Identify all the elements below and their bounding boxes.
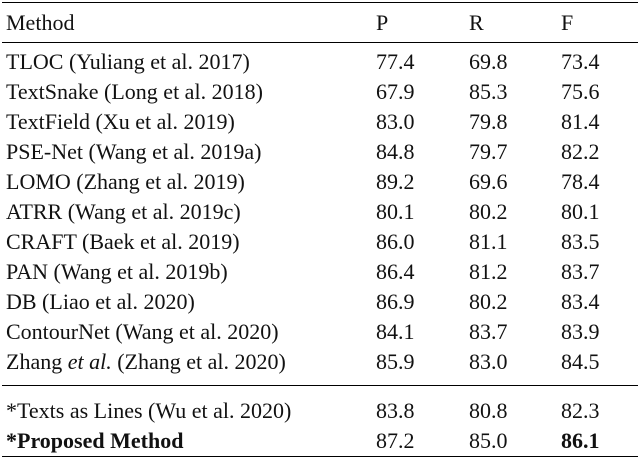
cell: 84.1 bbox=[376, 319, 415, 344]
cell: PAN (Wang et al. 2019b) bbox=[6, 259, 228, 284]
cell: 89.2 bbox=[376, 169, 415, 194]
cell: 83.0 bbox=[469, 349, 508, 374]
cell: *Texts as Lines (Wu et al. 2020) bbox=[6, 398, 292, 423]
cell: 85.9 bbox=[376, 349, 415, 374]
row: Zhang et al. (Zhang et al. 2020) 85.9 83.0… bbox=[2, 347, 638, 386]
cell: 80.1 bbox=[376, 199, 415, 224]
cell: 80.2 bbox=[469, 199, 508, 224]
cell: 83.4 bbox=[561, 289, 600, 314]
table-body: TLOC (Yuliang et al. 2017) 77.4 69.8 73.4 Te… bbox=[2, 43, 638, 386]
cell: 78.4 bbox=[561, 169, 600, 194]
cell: 69.8 bbox=[469, 49, 508, 74]
cell: 73.4 bbox=[561, 49, 600, 74]
cell: 85.3 bbox=[469, 79, 508, 104]
cell: 86.1 bbox=[561, 428, 600, 453]
cell: 83.9 bbox=[561, 319, 600, 344]
cell: TLOC (Yuliang et al. 2017) bbox=[6, 49, 250, 74]
cell: 69.6 bbox=[469, 169, 508, 194]
cell: 83.0 bbox=[376, 109, 415, 134]
cell: DB (Liao et al. 2020) bbox=[6, 289, 195, 314]
cell: 80.8 bbox=[469, 398, 508, 423]
cell: 77.4 bbox=[376, 49, 415, 74]
cell: 86.0 bbox=[376, 229, 415, 254]
cell: 75.6 bbox=[561, 79, 600, 104]
row: PAN (Wang et al. 2019b) 86.4 81.2 83.7 bbox=[2, 257, 638, 287]
cell: 85.0 bbox=[469, 428, 508, 453]
cell-part: (Zhang et al. 2020) bbox=[111, 349, 286, 374]
cell: 82.2 bbox=[561, 139, 600, 164]
cell-part: et al. bbox=[67, 349, 112, 374]
cell: 86.9 bbox=[376, 289, 415, 314]
header-row: Method P R F bbox=[2, 2, 638, 43]
row: *Proposed Method 87.2 85.0 86.1 bbox=[2, 426, 638, 457]
cell: TextField (Xu et al. 2019) bbox=[6, 109, 235, 134]
header-cell: R bbox=[469, 10, 484, 35]
header-cell: Method bbox=[6, 10, 75, 35]
row: TextField (Xu et al. 2019) 83.0 79.8 81.4 bbox=[2, 107, 638, 137]
cell: TextSnake (Long et al. 2018) bbox=[6, 79, 263, 104]
row: TLOC (Yuliang et al. 2017) 77.4 69.8 73.4 bbox=[2, 43, 638, 78]
cell: 79.7 bbox=[469, 139, 508, 164]
cell: 81.2 bbox=[469, 259, 508, 284]
row: TextSnake (Long et al. 2018) 67.9 85.3 75.6 bbox=[2, 77, 638, 107]
cell: 82.3 bbox=[561, 398, 600, 423]
cell: 80.1 bbox=[561, 199, 600, 224]
cell: 83.8 bbox=[376, 398, 415, 423]
cell: 67.9 bbox=[376, 79, 415, 104]
cell: 80.2 bbox=[469, 289, 508, 314]
row: CRAFT (Baek et al. 2019) 86.0 81.1 83.5 bbox=[2, 227, 638, 257]
cell: 83.7 bbox=[561, 259, 600, 284]
cell: 81.1 bbox=[469, 229, 508, 254]
cell: 87.2 bbox=[376, 428, 415, 453]
row: DB (Liao et al. 2020) 86.9 80.2 83.4 bbox=[2, 287, 638, 317]
cell: *Proposed Method bbox=[6, 428, 184, 453]
cell: CRAFT (Baek et al. 2019) bbox=[6, 229, 240, 254]
header-cell: F bbox=[561, 10, 574, 35]
cell: LOMO (Zhang et al. 2019) bbox=[6, 169, 245, 194]
cell: 84.8 bbox=[376, 139, 415, 164]
row: ContourNet (Wang et al. 2020) 84.1 83.7 83.… bbox=[2, 317, 638, 347]
cell: ATRR (Wang et al. 2019c) bbox=[6, 199, 241, 224]
cell: 83.7 bbox=[469, 319, 508, 344]
cell: PSE-Net (Wang et al. 2019a) bbox=[6, 139, 262, 164]
cell: 84.5 bbox=[561, 349, 600, 374]
table-body: *Texts as Lines (Wu et al. 2020) 83.8 80… bbox=[2, 385, 638, 457]
cell-part: Zhang bbox=[6, 349, 68, 374]
header-cell: P bbox=[376, 10, 389, 35]
row: LOMO (Zhang et al. 2019) 89.2 69.6 78.4 bbox=[2, 167, 638, 197]
row: *Texts as Lines (Wu et al. 2020) 83.8 80… bbox=[2, 385, 638, 427]
cell: Zhang et al. (Zhang et al. 2020) bbox=[2, 347, 372, 386]
cell: ContourNet (Wang et al. 2020) bbox=[6, 319, 279, 344]
row: ATRR (Wang et al. 2019c) 80.1 80.2 80.1 bbox=[2, 197, 638, 227]
cell: 81.4 bbox=[561, 109, 600, 134]
row: PSE-Net (Wang et al. 2019a) 84.8 79.7 82.2 bbox=[2, 137, 638, 167]
cell: 79.8 bbox=[469, 109, 508, 134]
cell: 83.5 bbox=[561, 229, 600, 254]
cell: 86.4 bbox=[376, 259, 415, 284]
